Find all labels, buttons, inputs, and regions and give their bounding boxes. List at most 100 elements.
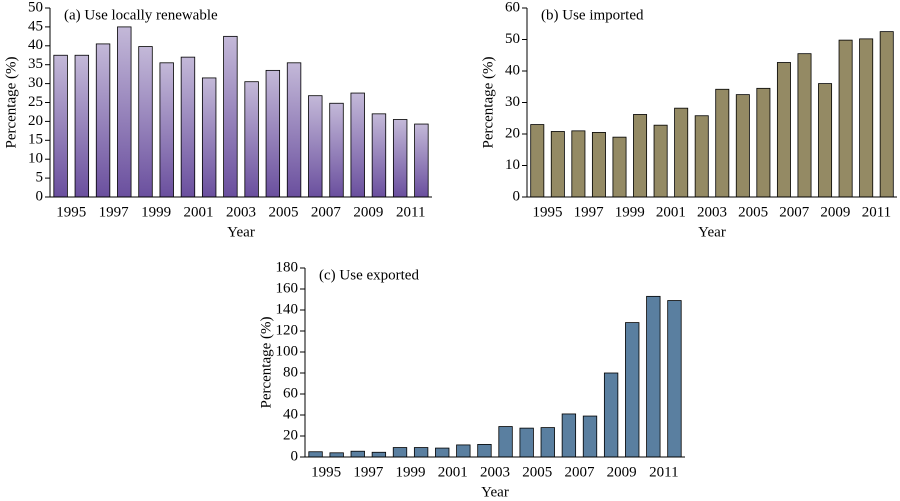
x-tick-label: 2007	[779, 204, 810, 220]
bar	[138, 46, 153, 198]
x-tick-label: 1997	[574, 204, 605, 220]
y-tick-label: 40	[283, 406, 298, 422]
bar	[414, 123, 429, 198]
x-tick-label: 2001	[184, 204, 214, 220]
bar	[838, 39, 853, 198]
y-tick-label: 5	[36, 170, 44, 186]
bar	[735, 94, 750, 198]
y-tick-label: 50	[505, 31, 520, 47]
bar	[456, 444, 471, 458]
bar	[498, 426, 513, 458]
bar	[435, 447, 450, 458]
y-tick-label: 60	[505, 0, 520, 15]
bar	[879, 31, 894, 198]
bar	[392, 447, 408, 458]
bar	[265, 69, 281, 198]
bar	[117, 26, 132, 198]
y-axis-label: Percentage (%)	[480, 56, 496, 148]
x-tick-label: 1997	[99, 204, 130, 220]
y-tick-label: 0	[513, 188, 521, 204]
y-tick-label: 0	[291, 448, 299, 464]
y-tick-label: 120	[276, 322, 299, 338]
y-tick-label: 30	[505, 94, 520, 110]
x-tick-label: 2003	[226, 204, 256, 220]
x-tick-label: 1999	[141, 204, 171, 220]
bar	[859, 38, 874, 198]
bar	[95, 43, 111, 198]
bar	[715, 88, 730, 198]
y-tick-label: 20	[505, 125, 520, 141]
bar	[797, 53, 812, 198]
bar	[329, 102, 344, 198]
y-tick-label: 40	[505, 62, 520, 78]
bar	[540, 427, 555, 458]
y-tick-label: 10	[28, 151, 43, 167]
y-tick-label: 180	[276, 259, 299, 275]
bar	[674, 107, 689, 198]
x-axis-label: Year	[227, 224, 255, 240]
chart-title: (b) Use imported	[541, 7, 644, 23]
x-tick-label: 2011	[396, 204, 425, 220]
bar	[308, 95, 323, 198]
bar	[371, 113, 387, 198]
x-axis-label: Year	[698, 224, 726, 240]
bar	[582, 415, 598, 458]
bar	[180, 56, 196, 198]
bar	[392, 119, 408, 198]
bar	[53, 54, 68, 198]
x-tick-label: 2001	[438, 464, 468, 480]
y-tick-label: 35	[28, 56, 43, 72]
bar	[223, 35, 238, 198]
bar	[561, 413, 577, 458]
bar	[633, 114, 648, 198]
x-tick-label: 2007	[564, 464, 595, 480]
y-tick-label: 40	[28, 37, 43, 53]
bar	[350, 92, 365, 198]
y-tick-label: 80	[283, 364, 298, 380]
x-tick-label: 1999	[396, 464, 426, 480]
bar	[818, 83, 833, 198]
x-axis-label: Year	[481, 484, 509, 500]
y-tick-label: 20	[28, 113, 43, 129]
bar	[477, 443, 492, 458]
bar	[756, 87, 771, 198]
x-tick-label: 1995	[311, 464, 341, 480]
x-tick-label: 2011	[862, 204, 891, 220]
chart-title: (a) Use locally renewable	[64, 7, 218, 23]
x-tick-label: 2009	[607, 464, 637, 480]
x-tick-label: 2003	[480, 464, 510, 480]
bar	[667, 300, 682, 458]
bar	[159, 62, 174, 198]
x-tick-label: 2005	[268, 204, 298, 220]
bar	[625, 322, 640, 458]
x-tick-label: 2009	[353, 204, 383, 220]
x-tick-label: 1995	[56, 204, 86, 220]
x-tick-label: 2009	[820, 204, 850, 220]
bar	[694, 115, 709, 198]
bar	[286, 62, 302, 198]
x-tick-label: 1999	[615, 204, 645, 220]
y-tick-label: 60	[283, 385, 298, 401]
bar	[571, 130, 586, 198]
y-axis-label: Percentage (%)	[258, 316, 274, 408]
bar	[413, 447, 429, 458]
bar	[244, 81, 259, 198]
x-tick-label: 2005	[522, 464, 552, 480]
y-tick-label: 0	[36, 188, 44, 204]
y-tick-label: 140	[276, 301, 299, 317]
bar	[550, 131, 565, 198]
x-tick-label: 2011	[649, 464, 678, 480]
y-tick-label: 50	[28, 0, 43, 15]
bar	[308, 451, 323, 458]
bar	[776, 62, 791, 198]
y-tick-label: 30	[28, 75, 43, 91]
y-tick-label: 100	[276, 343, 299, 359]
bar	[329, 452, 344, 458]
bar	[201, 77, 217, 198]
bar	[350, 450, 365, 458]
y-tick-label: 20	[283, 427, 298, 443]
y-tick-label: 45	[28, 18, 43, 34]
bar	[530, 124, 545, 198]
x-tick-label: 1997	[353, 464, 384, 480]
